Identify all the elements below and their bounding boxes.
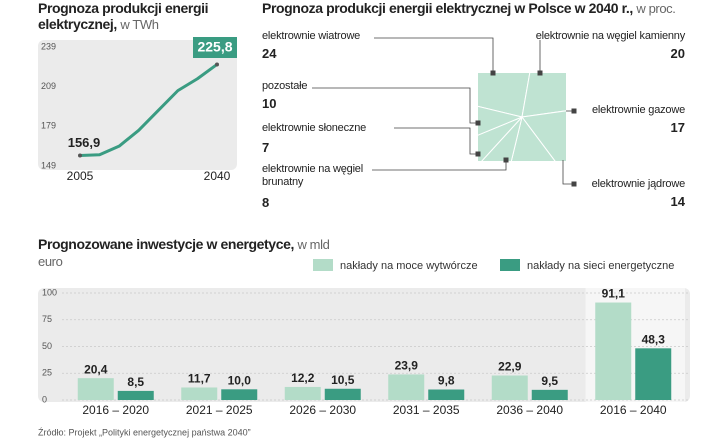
bar: [221, 389, 258, 400]
pie-slice: [478, 116, 523, 161]
x-tick-label: 2026 – 2030: [289, 403, 356, 417]
x-tick-label: 2040: [204, 169, 231, 183]
chart-unit: w proc.: [636, 1, 676, 16]
bar: [77, 378, 114, 400]
slice-value: 20: [670, 46, 685, 61]
slice-value: 7: [262, 140, 270, 155]
connector-end: [571, 108, 577, 114]
bar: [284, 386, 321, 400]
legend-swatch: [313, 259, 333, 271]
value-label: 48,3: [642, 332, 666, 346]
slice-label: elektrownie na węgiel brunatny: [262, 163, 363, 188]
bar: [635, 348, 672, 400]
chart-title-block: Prognoza produkcji energii elektrycznej,…: [38, 0, 238, 33]
connector: [372, 160, 507, 171]
slice-label: elektrownie gazowe: [591, 104, 685, 116]
pie-slice: [478, 105, 524, 136]
legend-swatch: [500, 259, 520, 271]
value-label: 91,1: [602, 287, 626, 301]
source: Źródło: Projekt „Polityki energetycznej …: [38, 427, 251, 437]
connector-end: [490, 70, 496, 76]
y-tick-label: 239: [41, 41, 56, 51]
connector-end: [475, 120, 481, 126]
bar: [388, 374, 425, 400]
y-tick-label: 25: [42, 368, 52, 378]
x-tick-label: 2016 – 2020: [82, 403, 149, 417]
legend-label: nakłady na moce wytwórcze: [340, 260, 478, 272]
point: [78, 153, 82, 158]
value-label: 20,4: [84, 362, 108, 376]
pie-slice: [510, 115, 556, 161]
pie-slice: [521, 110, 566, 161]
connector-end: [503, 157, 509, 163]
x-tick-label: 2005: [67, 169, 94, 183]
y-tick-label: 50: [42, 341, 52, 351]
bar: [181, 387, 218, 400]
x-tick-label: 2016 – 2040: [600, 403, 667, 417]
value-label: 23,9: [395, 359, 419, 373]
y-tick-label: 209: [41, 81, 56, 91]
chart-title: Prognoza produkcji energii elektrycznej …: [262, 0, 633, 16]
chart-title-block: Prognoza produkcji energii elektrycznej …: [262, 0, 702, 17]
value-label: 156,9: [68, 135, 101, 150]
bar: [531, 389, 568, 400]
chart-title: Prognoza produkcji energii elektrycznej,: [38, 0, 209, 32]
slice-value: 14: [670, 194, 685, 209]
y-tick-label: 179: [41, 121, 56, 131]
x-tick-label: 2021 – 2025: [186, 403, 253, 417]
bar: [117, 390, 154, 400]
value-label: 12,2: [291, 371, 315, 385]
line: [79, 63, 218, 158]
connector: [562, 160, 574, 185]
bar: [595, 302, 632, 400]
pie-slice: [521, 73, 566, 118]
value-label: 9,5: [541, 374, 558, 388]
value-label: 10,5: [331, 373, 355, 387]
slice-label: elektrownie jądrowe: [591, 178, 686, 190]
connector-end: [475, 151, 481, 157]
y-tick-label: 0: [42, 394, 47, 404]
slice-label: elektrownie słoneczne: [262, 122, 367, 134]
chart-unit: w TWh: [120, 17, 159, 32]
bar: [491, 375, 528, 400]
slice-value: 8: [262, 195, 270, 210]
slice-value: 10: [262, 96, 277, 111]
plot-background: [38, 40, 237, 170]
y-tick-label: 75: [42, 314, 52, 324]
slice-label: elektrownie na węgiel kamienny: [535, 30, 686, 42]
chart-title: Prognozowane inwestycje w energetyce,: [38, 236, 294, 252]
connector-end: [537, 70, 543, 76]
value-label: 9,8: [438, 374, 455, 388]
slice-label: pozostałe: [262, 80, 308, 92]
x-tick-label: 2031 – 2035: [393, 403, 460, 417]
point: [215, 62, 219, 67]
slice-value: 17: [670, 120, 685, 135]
slice-label: elektrownie wiatrowe: [262, 30, 361, 42]
slice-value: 24: [262, 46, 277, 61]
y-tick-label: 100: [42, 287, 57, 297]
chart-unit: w mld euro: [38, 237, 330, 269]
value-label-box: [193, 37, 237, 58]
connector: [394, 127, 478, 155]
value-label: 10,0: [228, 373, 252, 387]
value-label: 11,7: [188, 372, 211, 386]
bar: [324, 388, 361, 400]
value-label: 22,9: [498, 360, 522, 374]
y-tick-label: 149: [41, 160, 56, 170]
x-tick-label: 2036 – 2040: [496, 403, 563, 417]
legend-label: nakłady na sieci energetyczne: [527, 260, 674, 272]
connector: [374, 37, 494, 73]
connector: [312, 87, 478, 124]
value-label: 225,8: [197, 39, 232, 55]
connector-end: [571, 181, 577, 187]
bar: [428, 389, 465, 400]
chart-title-block: Prognozowane inwestycje w energetyce, w …: [38, 236, 338, 270]
pie-slice: [478, 73, 531, 118]
value-label: 8,5: [127, 375, 144, 389]
